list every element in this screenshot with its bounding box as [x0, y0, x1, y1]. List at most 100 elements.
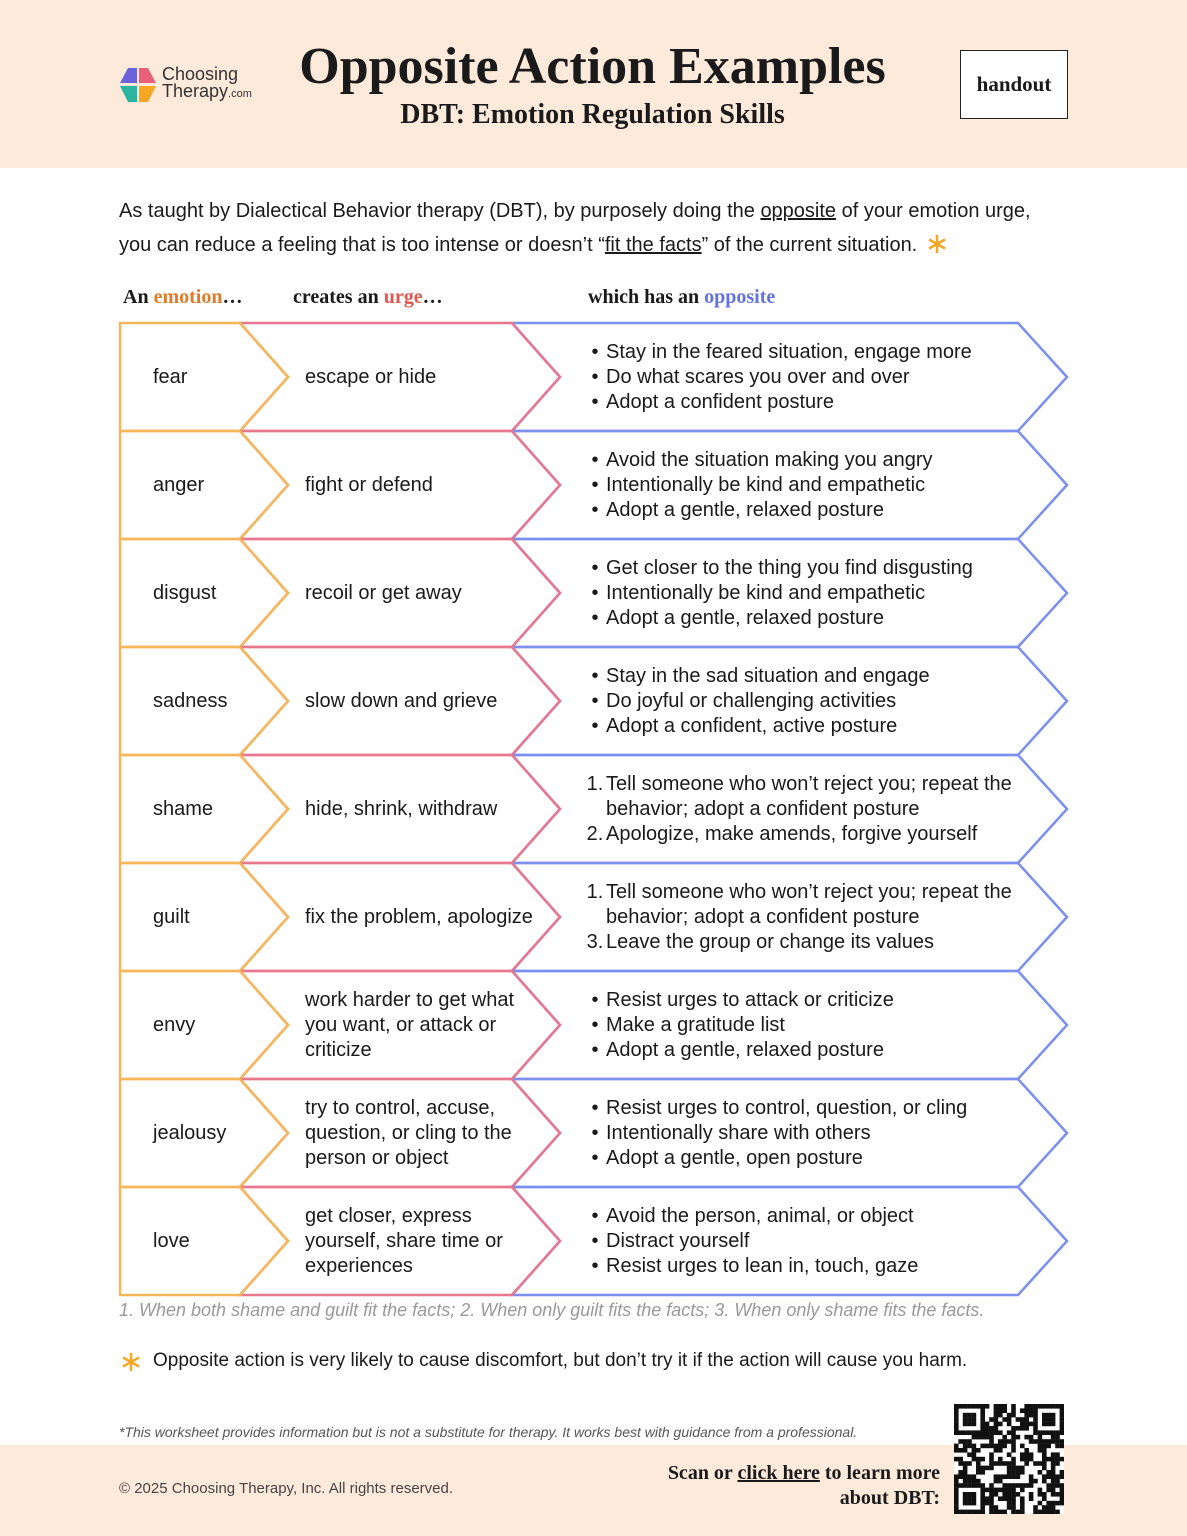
qr-module	[1028, 1404, 1034, 1409]
qr-module	[1046, 1500, 1051, 1506]
urge: fight or defend	[305, 473, 433, 496]
qr-module	[954, 1412, 959, 1418]
qr-module	[1059, 1404, 1064, 1409]
emotion-shape	[118, 753, 290, 865]
item-text: Do what scares you over and over	[606, 365, 910, 388]
qr-module	[1011, 1500, 1016, 1506]
qr-module	[1020, 1509, 1025, 1514]
qr-module	[998, 1430, 1003, 1435]
opposite-item: • Intentionally be kind and empathetic	[584, 473, 1014, 498]
qr-module	[1011, 1509, 1016, 1514]
qr-module	[1015, 1465, 1021, 1471]
qr-module	[1050, 1461, 1056, 1466]
qr-module	[1033, 1426, 1038, 1431]
qr-module	[1002, 1509, 1007, 1514]
qr-module	[1059, 1470, 1064, 1475]
emotion: jealousy	[153, 1121, 227, 1144]
qr-module	[954, 1430, 959, 1435]
qr-module	[984, 1500, 990, 1506]
item-marker: •	[591, 1096, 599, 1119]
item-text: Adopt a gentle, relaxed posture	[606, 606, 884, 629]
qr-module	[1033, 1439, 1038, 1444]
qr-module	[1024, 1434, 1029, 1440]
item-text: Leave the group or change its values	[606, 930, 934, 953]
qr-module	[989, 1492, 994, 1497]
qr-module	[967, 1509, 972, 1514]
qr-module	[971, 1452, 977, 1457]
qr-module	[1055, 1456, 1060, 1462]
item-marker: •	[591, 606, 599, 629]
qr-module	[971, 1474, 977, 1479]
item-text: Make a gratitude list	[606, 1013, 785, 1036]
qr-module	[980, 1430, 985, 1435]
qr-module	[1011, 1456, 1016, 1462]
qr-code[interactable]	[954, 1404, 1064, 1514]
intro-text: As taught by Dialectical Behavior therap…	[119, 200, 761, 222]
emotion-shape	[118, 429, 290, 541]
qr-module	[993, 1474, 999, 1479]
qr-module	[993, 1426, 999, 1431]
item-text: Adopt a gentle, open posture	[606, 1146, 863, 1169]
cta-link[interactable]: click here	[737, 1462, 820, 1484]
qr-module	[958, 1448, 963, 1453]
qr-module	[998, 1461, 1003, 1466]
qr-module	[1028, 1452, 1034, 1457]
qr-module	[1028, 1408, 1034, 1413]
opposite-item: • Resist urges to control, question, or c…	[584, 1096, 1014, 1121]
qr-module	[1015, 1434, 1021, 1440]
qr-module	[1033, 1408, 1038, 1413]
qr-module	[984, 1421, 990, 1427]
qr-module	[1006, 1421, 1012, 1427]
qr-module	[1037, 1439, 1043, 1444]
qr-module	[967, 1421, 972, 1427]
qr-module	[976, 1461, 981, 1466]
column-header: An emotion…	[123, 286, 242, 309]
qr-module	[1059, 1492, 1064, 1497]
opposite-list: • Resist urges to attack or criticize • Mak…	[584, 971, 1014, 1079]
opposite-item: • Adopt a confident, active posture	[584, 714, 1014, 739]
qr-module	[989, 1456, 994, 1462]
qr-module	[1002, 1404, 1007, 1409]
opposite-item: • Get closer to the thing you find disgus…	[584, 556, 1014, 581]
qr-module	[1006, 1412, 1012, 1418]
item-text: Stay in the feared situation, engage mor…	[606, 340, 972, 363]
intro-emphasis: fit the facts	[604, 234, 702, 256]
qr-module	[1050, 1509, 1056, 1514]
qr-module	[1055, 1430, 1060, 1435]
urge: work harder to get what you want, or att…	[305, 988, 514, 1061]
qr-module	[954, 1443, 959, 1449]
qr-module	[967, 1461, 972, 1466]
qr-module	[1024, 1461, 1029, 1466]
item-marker: •	[591, 581, 599, 604]
qr-module	[1042, 1421, 1047, 1427]
qr-module	[1015, 1474, 1021, 1479]
qr-module	[954, 1505, 959, 1510]
column-header-highlight: urge	[383, 286, 423, 308]
qr-module	[954, 1421, 959, 1427]
opposite-item: • Intentionally be kind and empathetic	[584, 581, 1014, 606]
qr-module	[976, 1483, 981, 1488]
qr-module	[1050, 1434, 1056, 1440]
qr-module	[989, 1465, 994, 1471]
copyright: © 2025 Choosing Therapy, Inc. All rights…	[119, 1480, 454, 1497]
qr-module	[976, 1478, 981, 1484]
item-marker: •	[591, 988, 599, 1011]
qr-module	[1002, 1408, 1007, 1413]
column-header-text: An	[123, 286, 154, 308]
qr-module	[1037, 1509, 1043, 1514]
qr-module	[980, 1456, 985, 1462]
qr-module	[980, 1470, 985, 1475]
qr-module	[962, 1448, 968, 1453]
opposite-item: 1. Tell someone who won’t reject you; rep…	[584, 880, 1014, 930]
qr-module	[1011, 1412, 1016, 1418]
qr-module	[967, 1412, 972, 1418]
qr-module	[1002, 1439, 1007, 1444]
qr-module	[1046, 1421, 1051, 1427]
qr-module	[980, 1434, 985, 1440]
qr-module	[980, 1492, 985, 1497]
qr-module	[1002, 1417, 1007, 1422]
qr-module	[1024, 1417, 1029, 1422]
qr-module	[984, 1496, 990, 1501]
logo-line: Therapy.com	[162, 81, 252, 103]
logo-line: Therapy	[162, 81, 229, 101]
